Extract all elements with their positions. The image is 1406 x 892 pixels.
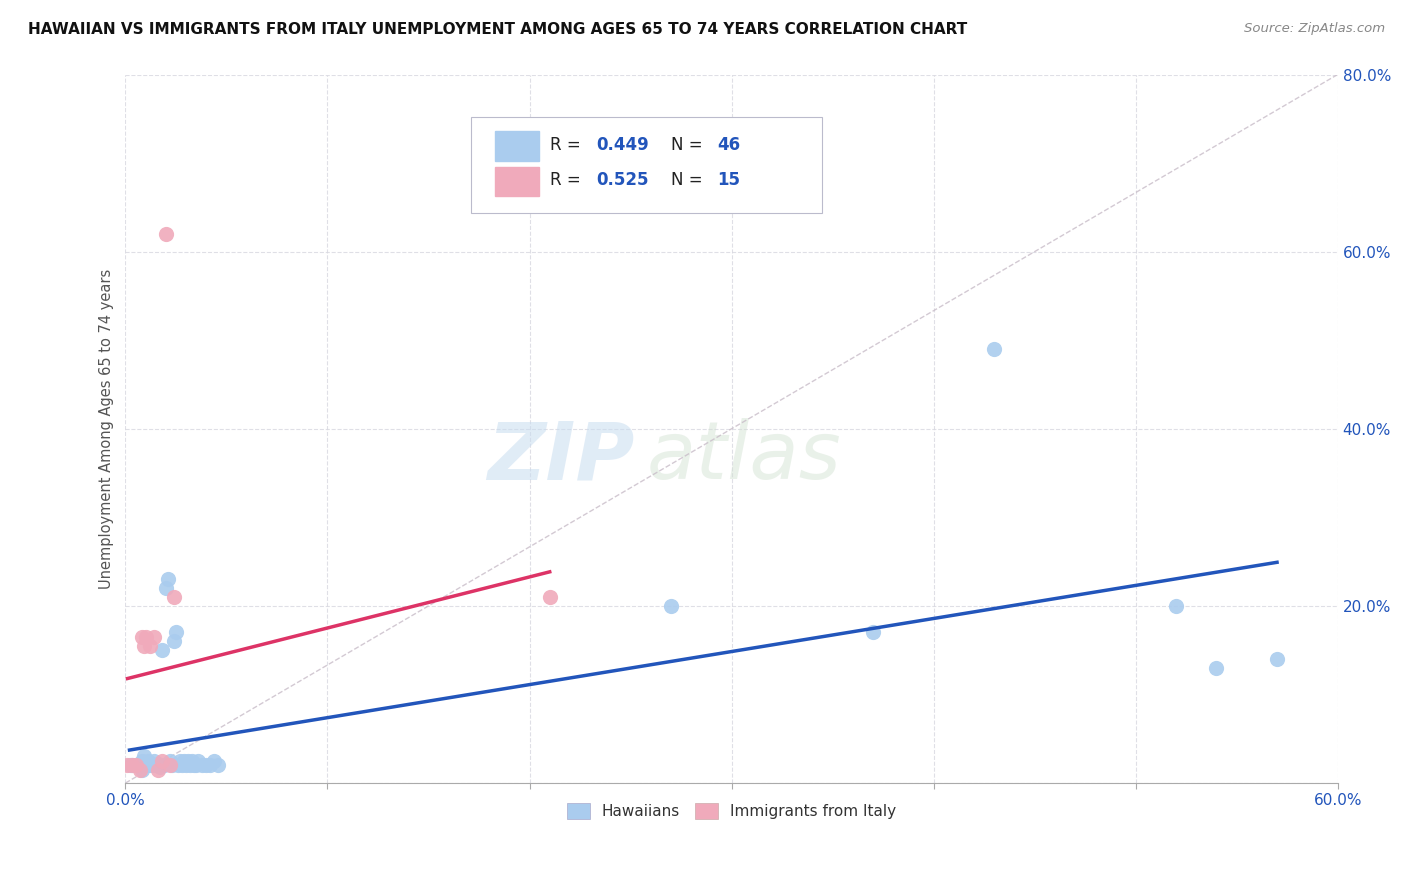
Point (149, 760, 172, 774)
Text: 46: 46 (717, 136, 740, 153)
Point (128, 758, 150, 772)
Point (131, 754, 153, 768)
Legend: Hawaiians, Immigrants from Italy: Hawaiians, Immigrants from Italy (561, 797, 903, 825)
Point (146, 756, 169, 771)
Point (146, 763, 169, 777)
Point (538, 590, 561, 604)
Text: Source: ZipAtlas.com: Source: ZipAtlas.com (1244, 22, 1385, 36)
Point (145, 758, 167, 772)
Point (174, 758, 197, 772)
Text: R =: R = (550, 136, 586, 153)
Point (153, 758, 176, 772)
Text: N =: N = (671, 171, 707, 189)
Point (1164, 599, 1187, 613)
Point (155, 581, 177, 595)
Point (142, 754, 165, 768)
Point (124, 758, 146, 772)
Point (1265, 652, 1288, 666)
Point (163, 634, 186, 648)
Point (135, 758, 157, 772)
Point (165, 625, 187, 640)
Point (135, 630, 157, 644)
Point (191, 758, 214, 772)
Text: 15: 15 (717, 171, 740, 189)
Y-axis label: Unemployment Among Ages 65 to 74 years: Unemployment Among Ages 65 to 74 years (100, 268, 114, 589)
Point (131, 763, 153, 777)
Point (131, 630, 153, 644)
Point (121, 758, 143, 772)
Text: 0.525: 0.525 (596, 171, 648, 189)
Text: N =: N = (671, 136, 707, 153)
Point (170, 758, 193, 772)
FancyBboxPatch shape (495, 131, 538, 161)
Point (150, 754, 173, 768)
Point (207, 758, 229, 772)
Point (150, 643, 173, 657)
Point (173, 754, 195, 768)
Point (659, 599, 682, 613)
Point (200, 758, 222, 772)
Point (183, 758, 205, 772)
Point (138, 758, 160, 772)
Point (177, 754, 200, 768)
Point (127, 758, 149, 772)
Point (142, 630, 165, 644)
Text: atlas: atlas (647, 418, 841, 496)
Point (195, 758, 218, 772)
Point (181, 754, 204, 768)
Point (159, 754, 181, 768)
Point (167, 758, 190, 772)
Text: HAWAIIAN VS IMMIGRANTS FROM ITALY UNEMPLOYMENT AMONG AGES 65 TO 74 YEARS CORRELA: HAWAIIAN VS IMMIGRANTS FROM ITALY UNEMPL… (28, 22, 967, 37)
Point (132, 639, 155, 653)
Point (118, 758, 141, 772)
Point (202, 754, 225, 768)
Point (179, 758, 201, 772)
Point (163, 590, 186, 604)
Point (128, 763, 150, 777)
Point (138, 639, 160, 653)
FancyBboxPatch shape (495, 167, 538, 196)
Point (862, 625, 884, 640)
Text: 0.449: 0.449 (596, 136, 648, 153)
Point (136, 754, 159, 768)
Point (1205, 661, 1227, 675)
Text: R =: R = (550, 171, 586, 189)
Point (124, 758, 146, 772)
Point (117, 758, 139, 772)
Point (187, 754, 209, 768)
Point (186, 758, 208, 772)
FancyBboxPatch shape (471, 117, 823, 212)
Point (983, 342, 1005, 356)
Point (155, 227, 177, 241)
Point (132, 749, 155, 764)
Point (141, 758, 163, 772)
Point (156, 572, 179, 586)
Point (169, 754, 191, 768)
Point (121, 758, 143, 772)
Text: ZIP: ZIP (488, 418, 634, 496)
Point (159, 758, 181, 772)
Point (160, 758, 183, 772)
